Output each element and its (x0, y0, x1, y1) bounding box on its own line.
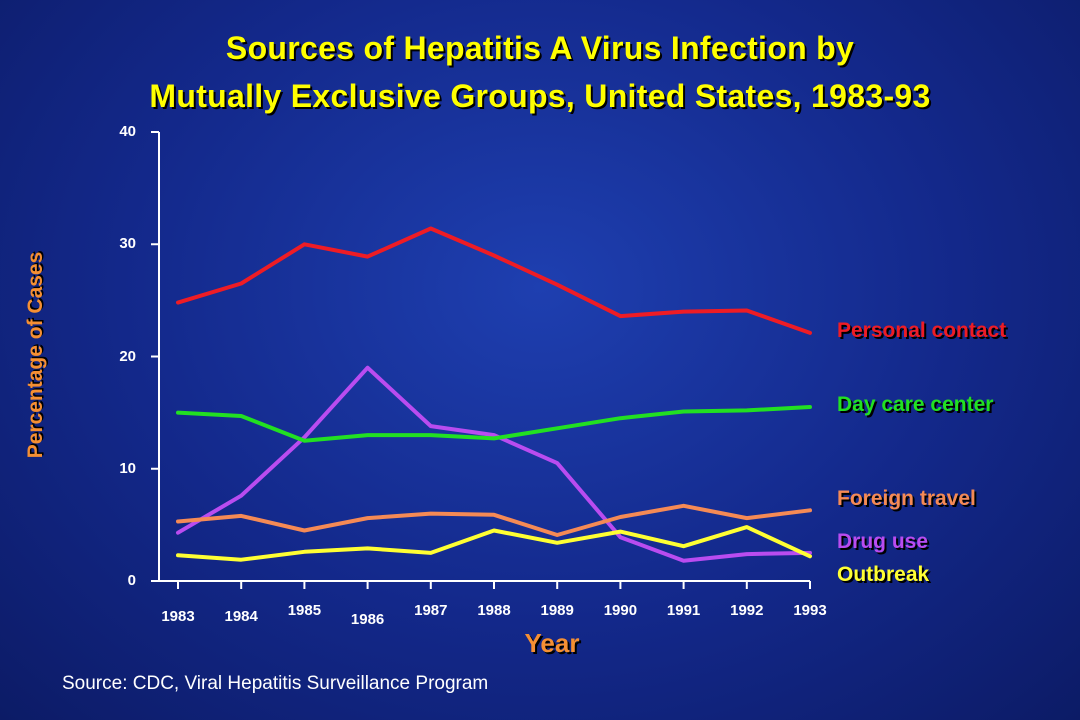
series-line-day-care-center (176, 405, 812, 443)
x-axis-label: Year (524, 628, 580, 658)
y-tick-label: 10 (119, 459, 136, 477)
x-tick-label: 1985 (287, 602, 322, 619)
x-tick-label: 1987 (414, 602, 448, 619)
y-tick-label: 40 (119, 123, 136, 140)
y-tick-label: 0 (127, 572, 136, 589)
x-tick-label: 1992 (730, 602, 764, 619)
y-tick-label: 20 (119, 347, 136, 365)
series-label-drug-use: Drug use (837, 530, 929, 553)
y-axis-label: Percentage of Cases (24, 251, 47, 459)
source-note: Source: CDC, Viral Hepatitis Surveillanc… (62, 673, 489, 694)
series-label-foreign-travel: Foreign travel (837, 487, 976, 510)
x-tick-label: 1991 (666, 602, 701, 619)
chart-title-line-1: Sources of Hepatitis A Virus Infection b… (225, 30, 855, 66)
x-tick-label: 1989 (540, 602, 574, 619)
series-line-foreign-travel (176, 503, 812, 537)
x-tick-label: 1988 (477, 602, 511, 619)
chart-title-line-2: Mutually Exclusive Groups, United States… (149, 78, 931, 114)
series-line-outbreak (176, 525, 812, 562)
x-tick-label: 1984 (224, 608, 258, 625)
series-line-personal-contact (176, 226, 812, 335)
y-tick-label: 30 (119, 235, 136, 253)
x-tick-label: 1983 (161, 608, 195, 625)
x-tick-label: 1986 (350, 611, 385, 628)
series-label-day-care-center: Day care center (837, 393, 994, 416)
x-tick-label: 1990 (603, 602, 638, 619)
series-line-drug-use (176, 365, 812, 563)
series-label-personal-contact: Personal contact (837, 319, 1007, 342)
x-tick-label: 1993 (793, 602, 827, 619)
series-label-outbreak: Outbreak (837, 563, 930, 586)
